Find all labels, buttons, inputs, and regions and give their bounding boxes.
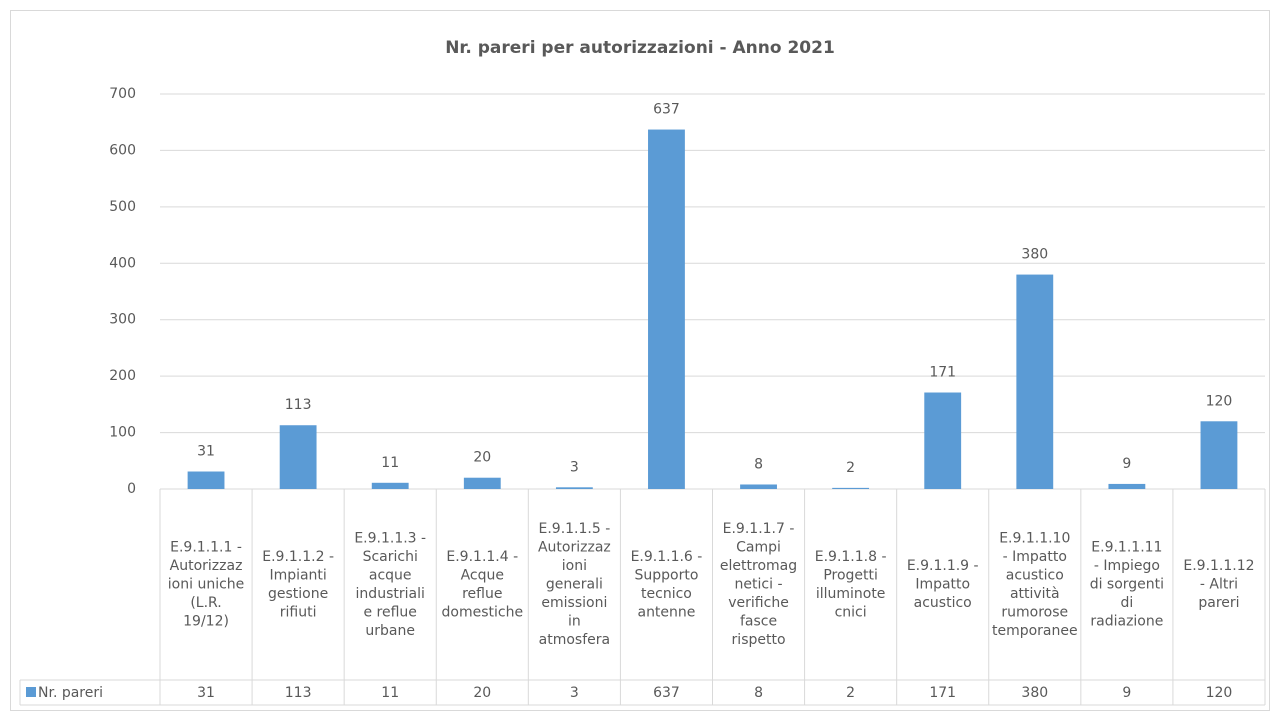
table-value: 9: [1122, 685, 1131, 701]
x-tick-label: E.9.1.1.7 -Campi elettromag netici -verifi…: [720, 521, 797, 648]
x-tick-label: E.9.1.1.8 -Progetti illuminote cnici: [815, 549, 887, 621]
bar: [463, 477, 501, 489]
table-value: 11: [381, 685, 399, 701]
bar: [555, 487, 593, 489]
y-tick-label: 200: [109, 368, 136, 384]
table-value: 171: [929, 685, 956, 701]
table-value: 113: [285, 685, 312, 701]
x-tick-label: E.9.1.1.10- Impatto acustico attività rumor…: [992, 530, 1078, 639]
table-value: 637: [653, 685, 680, 701]
bar: [1200, 421, 1238, 489]
data-label: 113: [285, 397, 312, 413]
bar: [924, 392, 962, 489]
data-label: 171: [929, 365, 956, 381]
bar: [648, 129, 685, 490]
table-value: 380: [1021, 685, 1048, 701]
x-tick-label: E.9.1.1.12- Altri pareri: [1183, 558, 1254, 611]
legend-swatch: [26, 687, 36, 697]
y-tick-label: 600: [109, 142, 136, 158]
x-tick-label: E.9.1.1.3 -Scarichi acque industriali e ref…: [354, 530, 426, 639]
chart-title: Nr. pareri per autorizzazioni - Anno 202…: [445, 38, 835, 58]
bar: [1016, 274, 1054, 489]
data-label: 637: [653, 102, 680, 118]
data-label: 3: [570, 459, 579, 475]
table-value: 120: [1206, 685, 1233, 701]
y-tick-label: 500: [109, 199, 136, 215]
table-value: 8: [754, 685, 763, 701]
table-value: 20: [473, 685, 491, 701]
y-tick-label: 300: [109, 312, 136, 328]
data-label: 120: [1206, 393, 1233, 409]
data-label: 11: [381, 455, 399, 471]
bar: [371, 482, 409, 489]
y-tick-label: 400: [109, 255, 136, 271]
data-label: 8: [754, 456, 763, 472]
bar: [187, 471, 225, 489]
x-tick-label: E.9.1.1.6 -Supporto tecnico antenne: [631, 549, 703, 621]
data-label: 2: [846, 460, 855, 476]
chart-frame: [10, 10, 1270, 711]
y-tick-label: 0: [127, 481, 136, 497]
x-tick-label: E.9.1.1.5 -Autorizzaz ioni generali emissio…: [538, 521, 611, 648]
x-tick-label: E.9.1.1.4 -Acque reflue domestiche: [442, 549, 524, 621]
data-label: 9: [1122, 456, 1131, 472]
bar: [279, 425, 317, 489]
x-tick-label: E.9.1.1.11- Impiego di sorgenti di radiazio…: [1090, 540, 1164, 630]
x-tick-label: E.9.1.1.1 -Autorizzaz ioni uniche (L.R. 19/…: [168, 540, 245, 630]
data-label: 31: [197, 444, 215, 460]
x-tick-label: E.9.1.1.9 -Impatto acustico: [907, 558, 979, 611]
table-value: 31: [197, 685, 215, 701]
table-value: 2: [846, 685, 855, 701]
y-tick-label: 100: [109, 425, 136, 441]
data-label: 20: [473, 450, 491, 466]
y-tick-label: 700: [109, 86, 136, 102]
data-label: 380: [1021, 247, 1048, 263]
bar: [740, 484, 777, 489]
legend-label: Nr. pareri: [38, 685, 103, 701]
bar: [832, 487, 870, 489]
bar: [1108, 483, 1146, 489]
table-value: 3: [570, 685, 579, 701]
x-tick-label: E.9.1.1.2 -Impianti gestione rifiuti: [262, 549, 334, 621]
